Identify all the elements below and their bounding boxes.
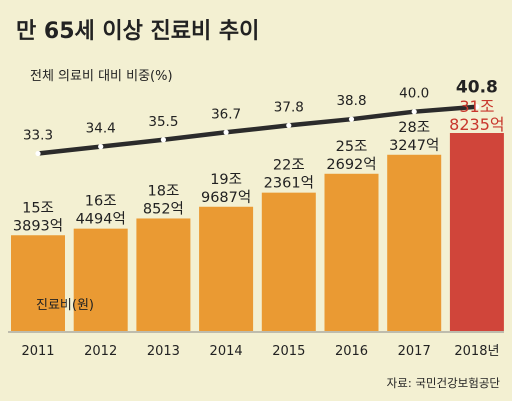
bar-value-label-2018년-trillion: 31조: [459, 97, 494, 116]
ratio-point-2011: [35, 150, 41, 157]
bar-value-label-2011-trillion: 15조: [22, 200, 54, 216]
ratio-value-label-2016: 38.8: [336, 93, 366, 109]
ratio-point-2012: [98, 144, 104, 150]
bar-value-label-2012-billion: 4494억: [76, 211, 126, 228]
bar-2014: [199, 206, 254, 331]
x-tick-label-2011: 2011: [21, 344, 54, 359]
ratio-value-label-2014: 36.7: [211, 106, 241, 122]
source-note: 자료: 국민건강보험공단: [387, 376, 501, 390]
bar-2011: [11, 235, 65, 331]
bar-2016: [324, 173, 379, 331]
ratio-line: [35, 104, 480, 156]
bar-2012: [73, 228, 128, 331]
bar-value-label-2013-billion: 852억: [143, 200, 184, 217]
ratio-point-2017: [411, 109, 417, 115]
chart-title: 만 65세 이상 진료비 추이: [16, 19, 259, 44]
bar-value-label-2013-trillion: 18조: [148, 183, 180, 199]
bar-value-label-2016-trillion: 25조: [336, 139, 368, 155]
ratio-point-2016: [348, 116, 355, 122]
bars-layer: [11, 133, 504, 331]
ratio-point-2013: [160, 137, 166, 143]
x-tick-label-2014: 2014: [210, 344, 243, 359]
x-tick-label-2017: 2017: [398, 344, 431, 359]
bar-2018년: [449, 133, 504, 331]
bar-2015: [261, 192, 316, 331]
ratio-value-label-2013: 35.5: [148, 114, 178, 130]
bar-value-label-2012-trillion: 16조: [85, 194, 117, 210]
bar-value-label-2014-billion: 9687억: [201, 189, 251, 206]
ratio-value-label-2012: 34.4: [86, 121, 116, 137]
bar-value-label-2011-billion: 3893억: [13, 217, 63, 234]
x-tick-label-2018년: 2018년: [454, 344, 499, 359]
bar-value-label-2015-trillion: 22조: [273, 158, 305, 174]
bar-value-label-2014-trillion: 19조: [210, 172, 242, 188]
x-tick-label-2013: 2013: [147, 344, 180, 359]
cost-series-label: 진료비(원): [36, 298, 94, 313]
x-tick-label-2012: 2012: [84, 344, 117, 359]
line-layer: 33.3 34.4 35.5 36.7 37.8 38.8 40.0 40.8: [23, 78, 498, 157]
ratio-value-label-2015: 37.8: [274, 99, 304, 115]
ratio-point-2015: [286, 122, 292, 129]
x-tick-label-2015: 2015: [272, 344, 305, 359]
ratio-series-label: 전체 의료비 대비 비중(%): [30, 69, 173, 84]
bar-value-label-2017-billion: 3247억: [389, 137, 439, 154]
x-tick-label-2016: 2016: [335, 344, 368, 359]
ratio-point-2018년: [474, 104, 480, 110]
bar-2013: [136, 218, 191, 331]
bar-value-label-2016-billion: 2692억: [326, 156, 376, 173]
bar-value-label-2018년-billion: 8235억: [449, 115, 504, 134]
bar-value-label-2015-billion: 2361억: [264, 175, 314, 192]
ratio-value-label-2011: 33.3: [23, 128, 53, 144]
ratio-value-label-2018년: 40.8: [456, 78, 498, 98]
ratio-value-label-2017: 40.0: [399, 86, 429, 102]
ratio-point-2014: [223, 129, 229, 135]
bar-2017: [387, 154, 442, 331]
bar-value-label-2017-trillion: 28조: [398, 120, 430, 136]
